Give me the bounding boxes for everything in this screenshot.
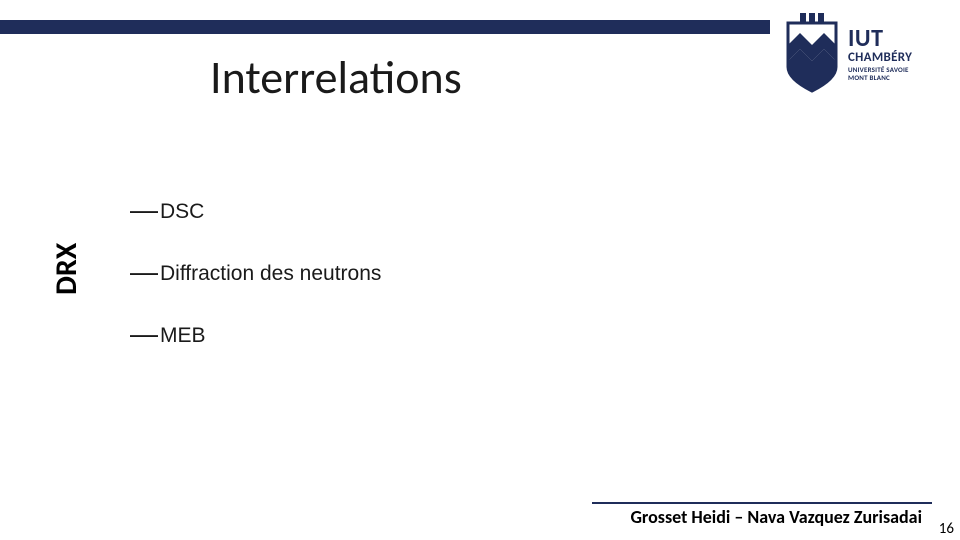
bullet-text: DSC: [160, 200, 204, 224]
author-names: Grosset Heidi – Nava Vazquez Zurisadai: [630, 506, 922, 528]
logo-subline-1: UNIVERSITÉ SAVOIE: [848, 66, 912, 73]
em-dash-icon: —: [130, 194, 154, 226]
shield-icon: [782, 13, 842, 95]
bullet-text: Diffraction des neutrons: [160, 262, 381, 286]
logo-subline-2: MONT BLANC: [848, 74, 912, 81]
list-item: — MEB: [130, 322, 381, 350]
page-number: 16: [939, 520, 954, 538]
page-title: Interrelations: [210, 50, 462, 106]
logo-line-iut: IUT: [848, 26, 912, 51]
bullet-list: — DSC — Diffraction des neutrons — MEB: [130, 198, 381, 350]
em-dash-icon: —: [130, 256, 154, 288]
em-dash-icon: —: [130, 318, 154, 350]
bullet-text: MEB: [160, 324, 206, 348]
side-label-drx: DRX: [48, 243, 85, 295]
list-item: — DSC: [130, 198, 381, 226]
institution-logo: IUT CHAMBÉRY UNIVERSITÉ SAVOIE MONT BLAN…: [782, 8, 942, 100]
slide: IUT CHAMBÉRY UNIVERSITÉ SAVOIE MONT BLAN…: [0, 0, 960, 540]
logo-text: IUT CHAMBÉRY UNIVERSITÉ SAVOIE MONT BLAN…: [848, 26, 912, 82]
footer-line: [592, 502, 932, 504]
header-bar: [0, 20, 770, 34]
logo-line-chambery: CHAMBÉRY: [848, 51, 912, 65]
list-item: — Diffraction des neutrons: [130, 260, 381, 288]
